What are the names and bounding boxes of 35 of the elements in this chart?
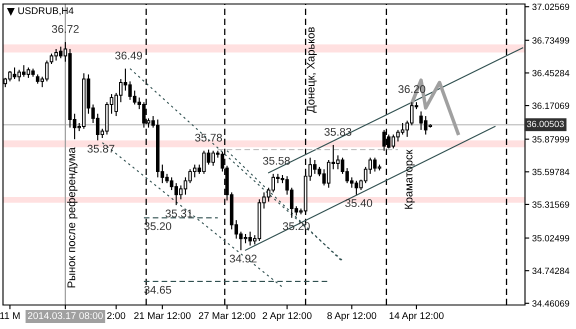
annotation: 35.58 <box>262 156 290 165</box>
annotation: 36.20 <box>398 85 426 94</box>
x-tick-label: 2:00 <box>107 312 126 320</box>
x-tick-label: 21 Mar 12:00 <box>134 312 191 320</box>
annotation: 36.72 <box>52 25 79 33</box>
x-tick-label: 2014.03.17 08:00 <box>28 312 103 320</box>
annotation: 34.65 <box>144 286 172 294</box>
x-tick-label: 27 Mar 12:00 <box>198 312 256 320</box>
y-tick-label: 36.17069 <box>532 102 570 109</box>
y-tick-label: 34.74284 <box>532 268 570 274</box>
ref-line-label: 36.00503 <box>526 120 564 128</box>
x-tick-label: 8 Apr 12:00 <box>327 312 376 322</box>
y-tick-label: 34.46069 <box>532 300 570 307</box>
annotation: 35.87 <box>87 144 114 153</box>
annotation: 36.49 <box>115 52 142 60</box>
y-tick-label: 35.87999 <box>532 136 570 143</box>
x-tick-label: 14 Apr 12:00 <box>390 312 444 322</box>
y-tick-label: 37.02569 <box>532 4 570 10</box>
y-tick-label: 36.45284 <box>532 70 570 76</box>
annotation: 35.20 <box>144 222 172 230</box>
y-tick-label: 35.02499 <box>532 235 570 242</box>
annotation: 35.83 <box>324 128 352 136</box>
annotation: Рынок после референдума <box>67 147 78 288</box>
x-tick-label: 2 Apr 12:00 <box>262 312 312 322</box>
x-tick-label: 11 M <box>0 312 20 319</box>
annotation: 35.78 <box>195 134 222 142</box>
y-tick-label: 36.73499 <box>532 37 570 44</box>
annotation: Донецк, Харьков <box>306 27 317 113</box>
chart-title: USDRUB,H4 <box>18 7 74 16</box>
annotation: Краматорск <box>404 150 415 209</box>
annotation: 35.40 <box>345 199 372 208</box>
annotation: 35.31 <box>166 210 192 218</box>
annotation: 34.92 <box>230 254 257 263</box>
y-tick-label: 35.59784 <box>532 168 570 176</box>
y-tick-label: 35.31569 <box>532 201 570 208</box>
